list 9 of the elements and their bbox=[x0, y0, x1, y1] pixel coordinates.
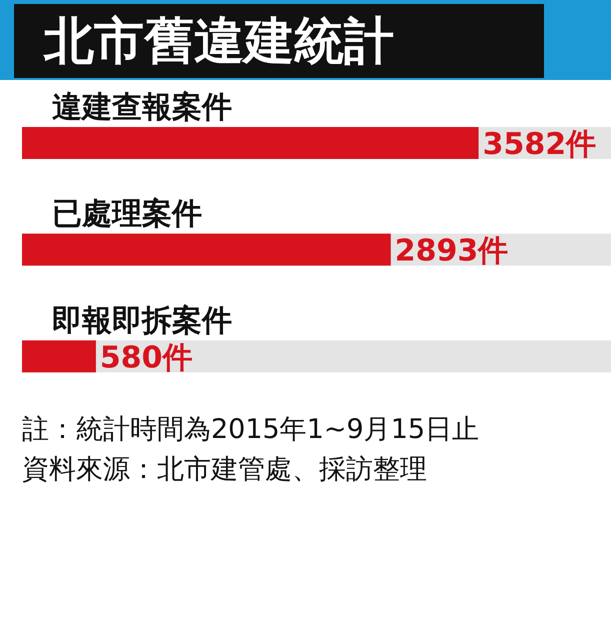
y-tick-label: 即報即拆案件 bbox=[52, 303, 232, 338]
y-tick-label: 違建查報案件 bbox=[52, 90, 232, 125]
y-tick-label: 已處理案件 bbox=[52, 196, 202, 232]
data-label: 3582件 bbox=[482, 127, 596, 162]
chart-title: 北市舊違建統計 bbox=[14, 4, 544, 78]
data-label: 580件 bbox=[100, 340, 193, 376]
annotation: 註：統計時間為2015年1~9月15日止 bbox=[22, 413, 480, 447]
data-label: 2893件 bbox=[394, 234, 508, 269]
source-note: 資料來源：北市建管處、採訪整理 bbox=[22, 453, 428, 487]
